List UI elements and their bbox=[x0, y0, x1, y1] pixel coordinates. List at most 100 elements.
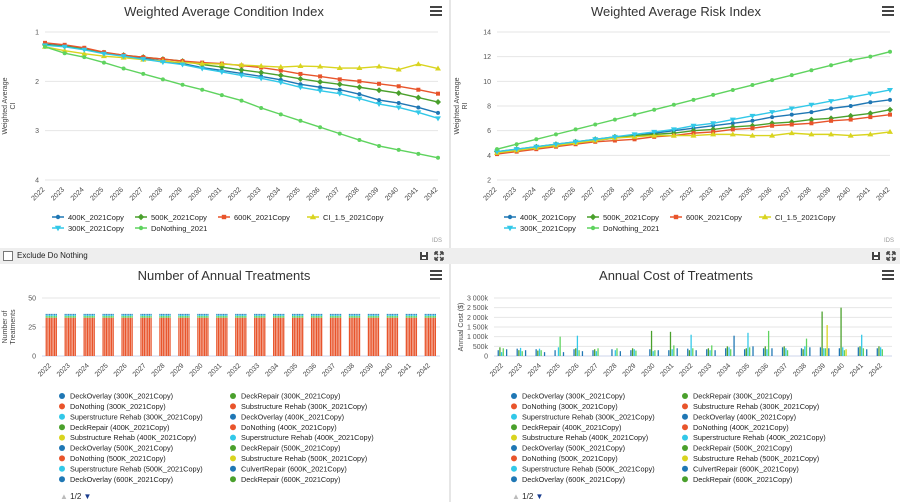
data-point bbox=[828, 99, 835, 105]
expand-icon[interactable] bbox=[434, 251, 444, 261]
bar-segment bbox=[396, 315, 399, 318]
bar-segment bbox=[67, 315, 70, 318]
bar-segment bbox=[297, 313, 299, 315]
bar-segment bbox=[142, 315, 144, 318]
bar bbox=[881, 349, 883, 356]
bar-segment bbox=[52, 317, 54, 356]
bar-segment bbox=[66, 315, 68, 318]
bar-segment bbox=[374, 317, 376, 356]
bar-segment bbox=[74, 317, 76, 356]
data-point bbox=[297, 75, 304, 82]
bar-segment bbox=[166, 315, 168, 318]
data-point bbox=[298, 71, 303, 76]
data-point bbox=[62, 51, 67, 56]
bar-segment bbox=[283, 313, 285, 315]
bar-segment bbox=[358, 314, 361, 316]
bar-segment bbox=[334, 315, 337, 318]
chart-menu-icon[interactable] bbox=[430, 270, 442, 280]
bar-segment bbox=[188, 315, 190, 318]
bar-segment bbox=[53, 313, 56, 315]
bar-segment bbox=[262, 315, 264, 318]
bar-segment bbox=[45, 315, 47, 318]
bar-segment bbox=[140, 313, 142, 315]
pager-up-arrow-icon[interactable]: ▲ bbox=[512, 492, 520, 501]
bar-segment bbox=[203, 314, 206, 316]
bar-segment bbox=[348, 314, 351, 316]
chart-title: Annual Cost of Treatments bbox=[599, 268, 753, 283]
data-point bbox=[336, 65, 343, 71]
pager-up-arrow-icon[interactable]: ▲ bbox=[60, 492, 68, 501]
bar-segment bbox=[391, 314, 394, 316]
bar-segment bbox=[245, 317, 247, 356]
bar-segment bbox=[393, 317, 395, 356]
bar-segment bbox=[369, 317, 371, 356]
legend-label: DoNothing (500K_2021Copy) bbox=[522, 454, 618, 463]
bar-segment bbox=[142, 314, 144, 316]
legend-marker bbox=[682, 413, 688, 420]
pager-down-arrow-icon[interactable]: ▼ bbox=[535, 492, 544, 501]
bar-segment bbox=[355, 314, 357, 316]
legend-label: CulvertRepair (600K_2021Copy) bbox=[693, 464, 799, 473]
x-tick-label: 2023 bbox=[508, 362, 524, 378]
chart-menu-icon[interactable] bbox=[430, 6, 442, 16]
bar-segment bbox=[315, 315, 318, 318]
bar bbox=[826, 325, 828, 356]
bar-segment bbox=[53, 314, 56, 316]
pager-down-arrow-icon[interactable]: ▼ bbox=[83, 492, 92, 501]
x-tick-label: 2026 bbox=[113, 362, 129, 378]
bar-segment bbox=[148, 313, 151, 315]
save-icon[interactable] bbox=[871, 251, 881, 261]
bar-segment bbox=[338, 315, 340, 318]
legend-label: DeckRepair (400K_2021Copy) bbox=[70, 423, 169, 432]
data-point bbox=[514, 142, 519, 147]
exclude-do-nothing-checkbox[interactable] bbox=[3, 251, 13, 261]
bar-segment bbox=[128, 317, 130, 356]
data-point bbox=[710, 121, 717, 127]
expand-icon[interactable] bbox=[886, 251, 896, 261]
bar-segment bbox=[124, 314, 127, 316]
bar-segment bbox=[164, 314, 166, 316]
data-point bbox=[416, 151, 421, 156]
bar-segment bbox=[126, 315, 128, 318]
bar-segment bbox=[207, 313, 209, 315]
data-point bbox=[395, 105, 402, 111]
data-point bbox=[829, 63, 834, 68]
data-point bbox=[729, 131, 736, 137]
bar-segment bbox=[291, 317, 294, 356]
chart-menu-icon[interactable] bbox=[882, 270, 894, 280]
bar-segment bbox=[226, 315, 228, 318]
save-icon[interactable] bbox=[419, 251, 429, 261]
bar bbox=[771, 348, 773, 356]
bar-segment bbox=[226, 317, 228, 356]
chart-menu-icon[interactable] bbox=[882, 6, 894, 16]
x-tick-label: 2024 bbox=[522, 186, 538, 202]
bar-segment bbox=[105, 314, 108, 316]
y-tick-label: 3 bbox=[35, 128, 39, 135]
bar-segment bbox=[426, 317, 428, 356]
bar-segment bbox=[91, 313, 94, 315]
bar-segment bbox=[147, 314, 149, 316]
bar-segment bbox=[110, 317, 113, 356]
exclude-do-nothing-label: Exclude Do Nothing bbox=[17, 251, 88, 260]
bar-segment bbox=[257, 313, 259, 315]
data-point bbox=[357, 92, 362, 97]
data-point bbox=[553, 132, 558, 137]
bar-segment bbox=[358, 315, 361, 318]
bar-segment bbox=[409, 313, 411, 315]
bar-segment bbox=[50, 313, 52, 315]
bar-segment bbox=[90, 317, 92, 356]
bar-segment bbox=[66, 317, 68, 356]
data-point bbox=[317, 88, 324, 94]
bar bbox=[676, 348, 678, 356]
data-point bbox=[612, 138, 617, 143]
treatments-bar-chart: 0 25 50 Number ofTreatments 2022 2023 2024 2025… bbox=[2, 296, 440, 484]
bar-segment bbox=[262, 313, 264, 315]
bar-segment bbox=[140, 317, 142, 356]
legend-label: DoNothing_2021 bbox=[151, 224, 207, 233]
bar bbox=[650, 330, 653, 356]
bar-segment bbox=[415, 317, 418, 356]
bar-segment bbox=[104, 317, 106, 356]
bar-segment bbox=[353, 313, 356, 315]
legend-label: Superstructure Rehab (400K_2021Copy) bbox=[693, 433, 826, 442]
legend-marker bbox=[230, 455, 236, 462]
